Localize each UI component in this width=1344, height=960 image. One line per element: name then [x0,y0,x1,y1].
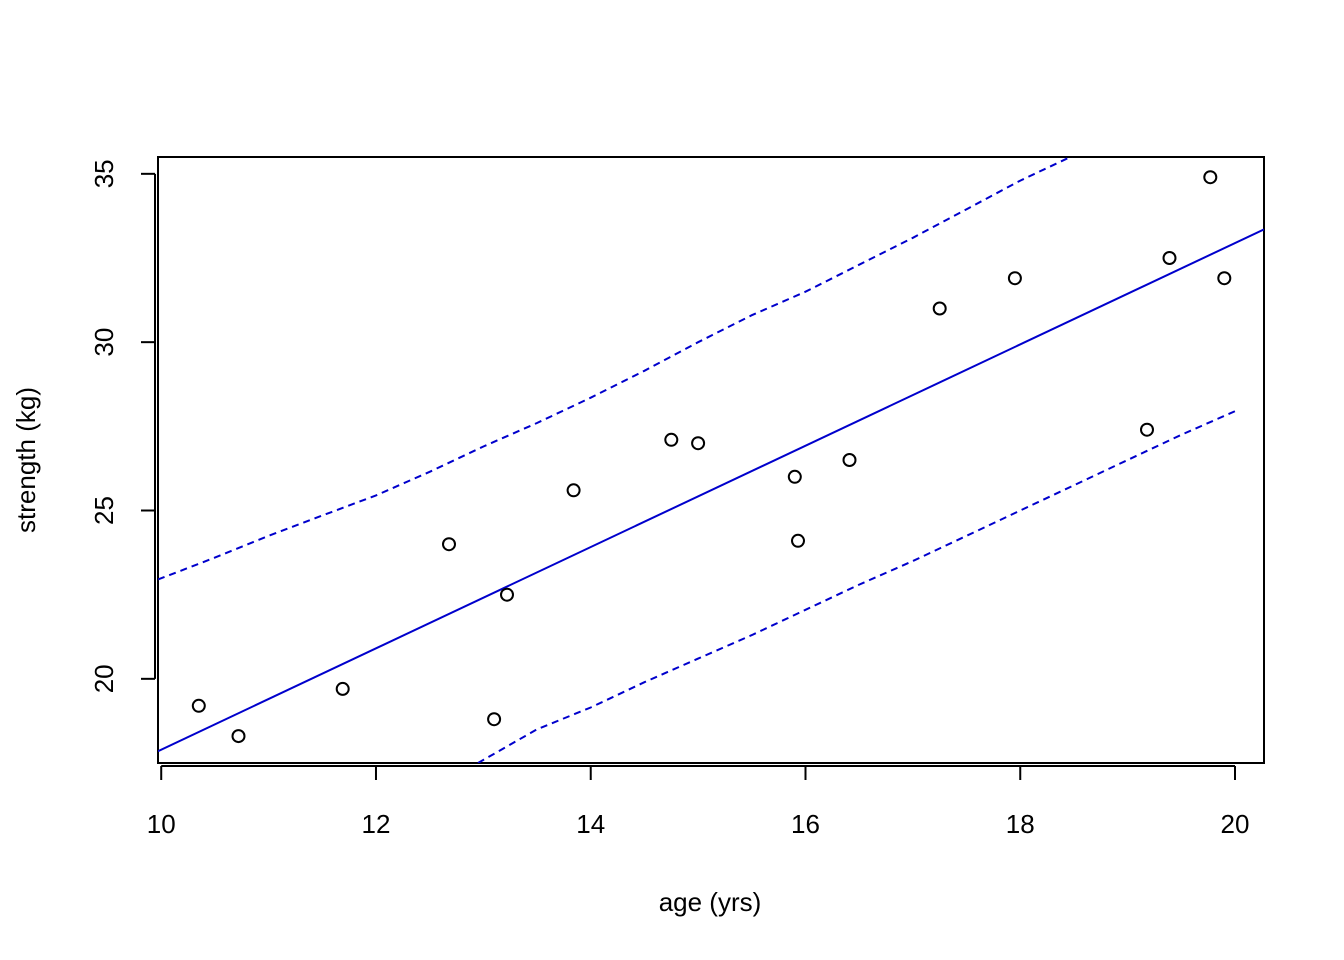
data-point [791,533,805,548]
lower-prediction-band [477,410,1236,763]
x-tick-label: 18 [1006,809,1035,839]
data-point [1162,251,1177,265]
data-point [191,698,206,713]
data-point [442,537,456,552]
x-tick-label: 12 [362,809,391,839]
y-tick-label: 30 [89,328,119,357]
x-axis: 10 12 14 16 18 20 [147,765,1250,839]
data-point [1217,271,1232,286]
x-tick-label: 14 [576,809,605,839]
data-point [664,432,679,447]
y-tick-label: 25 [89,496,119,525]
data-point [487,712,502,727]
data-point [1140,422,1154,437]
y-tick-label: 35 [89,159,119,188]
plot-frame [157,156,1265,764]
x-tick-label: 20 [1221,809,1250,839]
x-tick-label: 10 [147,809,176,839]
points-layer [191,170,1232,744]
data-point [335,681,350,696]
x-tick-label: 16 [791,809,820,839]
series-layer [158,157,1264,763]
upper-prediction-band [158,157,1073,581]
data-point [1007,271,1022,286]
data-point [500,587,514,602]
data-point [231,729,246,744]
data-point [932,301,947,316]
data-point [566,483,581,498]
y-tick-label: 20 [89,664,119,693]
x-axis-title: age (yrs) [659,887,762,917]
data-point [1203,170,1218,185]
data-point [787,469,802,484]
data-point [842,453,857,467]
regression-line [158,228,1264,753]
y-axis: 20 25 30 35 [89,159,156,693]
y-axis-title: strength (kg) [11,387,41,533]
data-point [691,436,706,451]
